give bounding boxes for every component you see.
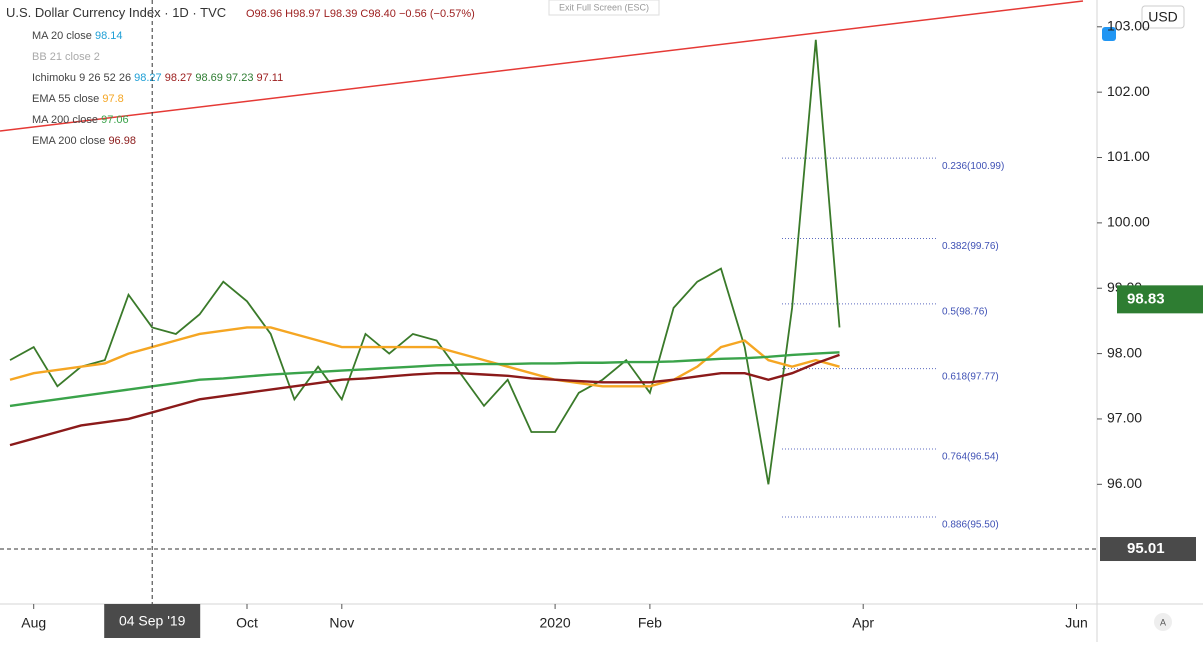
legend-name: EMA 200 close — [32, 135, 105, 147]
y-tick-label: 101.00 — [1107, 148, 1150, 164]
ohlc: O98.96 H98.97 L98.39 C98.40 −0.56 (−0.57… — [246, 8, 475, 20]
currency[interactable]: USD — [1148, 9, 1178, 25]
legend-name: BB 21 close 2 — [32, 51, 100, 63]
crosshair-x-label: 04 Sep '19 — [119, 613, 186, 629]
fib-label: 0.618(97.77) — [942, 371, 999, 382]
legend-entry: EMA 55 close 97.8 — [32, 93, 124, 105]
exit-button[interactable] — [548, 0, 660, 16]
legend-name: EMA 55 close — [32, 93, 99, 105]
exit-button-label[interactable]: Exit Full Screen (ESC) — [559, 2, 649, 12]
symbol-name: U.S. Dollar Currency Index — [6, 5, 161, 20]
legend-value: 98.27 — [134, 72, 162, 84]
y-tick-label: 100.00 — [1107, 214, 1150, 230]
x-tick-label: Jun — [1065, 615, 1088, 631]
x-tick-label: Oct — [236, 615, 258, 631]
crosshair-y-label: 95.01 — [1127, 540, 1165, 557]
y-tick-label: 97.00 — [1107, 410, 1142, 426]
interval: 1D — [172, 5, 189, 20]
exchange: TVC — [200, 5, 226, 20]
low: L98.39 — [324, 8, 358, 20]
close: C98.40 — [360, 8, 395, 20]
fib-label: 0.764(96.54) — [942, 452, 999, 463]
indicator-line — [9, 353, 840, 447]
legend-name: MA 20 close — [32, 30, 92, 42]
legend-value: 96.98 — [108, 135, 136, 147]
x-tick-label: 2020 — [540, 615, 571, 631]
legend-value: 98.14 — [95, 30, 123, 42]
legend-entry: MA 200 close 97.06 — [32, 114, 129, 126]
crosshair-y-box — [1100, 537, 1196, 562]
y-tick-label: 98.00 — [1107, 344, 1142, 360]
crosshair-x-box — [104, 604, 201, 638]
indicator-line — [9, 326, 840, 388]
legend: U.S. Dollar Currency Index · 1D · TVC O9… — [6, 5, 475, 146]
scale-button[interactable] — [1102, 27, 1116, 41]
change: −0.56 (−0.57%) — [399, 8, 475, 20]
fib-label: 0.5(98.76) — [942, 307, 988, 318]
legend-value: 97.11 — [257, 72, 284, 84]
legend-name: Ichimoku 9 26 52 26 — [32, 72, 131, 84]
high: H98.97 — [285, 8, 320, 20]
currency-box[interactable] — [1141, 5, 1185, 29]
legend-entry: MA 20 close 98.14 — [32, 30, 123, 42]
auto-label[interactable]: A — [1160, 617, 1166, 627]
legend-name: MA 200 close — [32, 114, 98, 126]
x-tick-label: Apr — [852, 615, 874, 631]
price-line — [9, 39, 841, 485]
x-tick-label: Nov — [329, 615, 354, 631]
last-price-label: 98.83 — [1127, 290, 1165, 307]
legend-entry: BB 21 close 2 — [32, 51, 100, 63]
fib-label: 0.886(95.50) — [942, 520, 999, 531]
x-tick-label: Aug — [21, 615, 46, 631]
legend-value: 98.27 — [165, 72, 193, 84]
legend-value: 98.69 — [195, 72, 223, 84]
y-tick-label: 96.00 — [1107, 475, 1142, 491]
y-tick-label: 102.00 — [1107, 83, 1150, 99]
last-price-box — [1117, 285, 1203, 314]
x-tick-label: Feb — [638, 615, 662, 631]
fib-label: 0.236(100.99) — [942, 161, 1004, 172]
legend-value: 97.06 — [101, 114, 129, 126]
y-tick-label: 103.00 — [1107, 18, 1150, 34]
trend-line — [0, 0, 1084, 132]
fib-label: 0.382(99.76) — [942, 241, 999, 252]
legend-value: 97.23 — [226, 72, 254, 84]
symbol: U.S. Dollar Currency Index · 1D · TVC — [6, 5, 226, 20]
legend-entry: Ichimoku 9 26 52 26 98.27 98.27 98.69 97… — [32, 72, 283, 84]
open: O98.96 — [246, 8, 282, 20]
auto-button[interactable] — [1154, 613, 1172, 631]
indicator-line — [9, 351, 840, 408]
legend-entry: EMA 200 close 96.98 — [32, 135, 136, 147]
legend-value: 97.8 — [102, 93, 123, 105]
